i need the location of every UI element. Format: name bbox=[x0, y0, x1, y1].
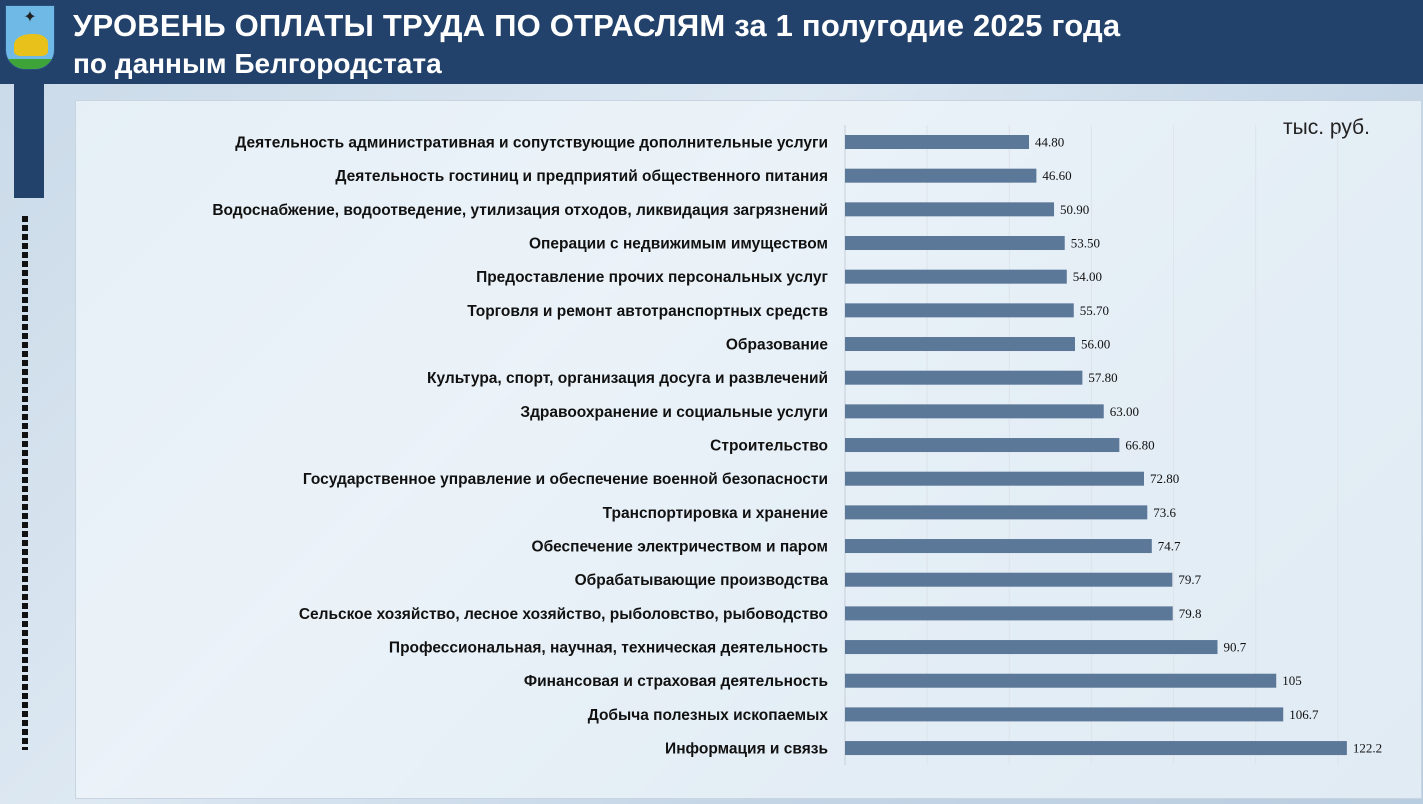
category-label: Транспортировка и хранение bbox=[603, 505, 829, 522]
category-label: Образование bbox=[726, 337, 829, 354]
bar bbox=[845, 404, 1104, 419]
value-label: 46.60 bbox=[1042, 168, 1071, 183]
value-label: 79.7 bbox=[1178, 572, 1201, 587]
bar bbox=[845, 741, 1347, 756]
bar bbox=[845, 539, 1152, 554]
category-label: Добыча полезных ископаемых bbox=[588, 707, 829, 724]
category-label: Водоснабжение, водоотведение, утилизация… bbox=[212, 202, 828, 219]
category-label: Торговля и ремонт автотранспортных средс… bbox=[467, 303, 828, 320]
bar bbox=[845, 202, 1055, 217]
bar bbox=[845, 269, 1067, 284]
bar bbox=[845, 168, 1037, 183]
page-subtitle: по данным Белгородстата bbox=[73, 48, 442, 79]
eagle-icon: ✦ bbox=[23, 9, 37, 26]
bar bbox=[845, 572, 1173, 587]
value-label: 56.00 bbox=[1081, 337, 1110, 352]
value-label: 55.70 bbox=[1080, 303, 1109, 318]
decorative-dotted-line bbox=[22, 216, 28, 750]
value-label: 73.6 bbox=[1153, 505, 1176, 520]
page-title: УРОВЕНЬ ОПЛАТЫ ТРУДА ПО ОТРАСЛЯМ за 1 по… bbox=[73, 8, 1121, 43]
unit-label: тыс. руб. bbox=[1283, 116, 1370, 139]
bar bbox=[845, 236, 1065, 251]
bar bbox=[845, 438, 1120, 453]
category-label: Финансовая и страховая деятельность bbox=[524, 673, 828, 690]
bar bbox=[845, 471, 1144, 486]
header: ✦ УРОВЕНЬ ОПЛАТЫ ТРУДА ПО ОТРАСЛЯМ за 1 … bbox=[0, 0, 1423, 84]
value-label: 66.80 bbox=[1125, 438, 1154, 453]
bar bbox=[845, 135, 1029, 149]
bar bbox=[845, 505, 1148, 520]
category-label: Строительство bbox=[710, 438, 828, 455]
category-label: Государственное управление и обеспечение… bbox=[303, 471, 828, 488]
value-label: 57.80 bbox=[1088, 370, 1117, 385]
value-label: 90.7 bbox=[1224, 640, 1247, 655]
category-label: Деятельность административная и сопутств… bbox=[235, 135, 828, 152]
bar bbox=[845, 640, 1218, 655]
value-label: 72.80 bbox=[1150, 471, 1179, 486]
value-label: 74.7 bbox=[1158, 539, 1181, 554]
bar bbox=[845, 707, 1284, 722]
category-label: Обеспечение электричеством и паром bbox=[532, 539, 828, 556]
value-label: 63.00 bbox=[1110, 404, 1139, 419]
bar bbox=[845, 337, 1075, 352]
category-label: Предоставление прочих персональных услуг bbox=[476, 269, 828, 286]
decorative-bar bbox=[14, 84, 44, 198]
category-label: Культура, спорт, организация досуга и ра… bbox=[427, 370, 828, 387]
value-label: 105 bbox=[1282, 673, 1302, 688]
value-label: 122.2 bbox=[1353, 741, 1382, 756]
value-label: 79.8 bbox=[1179, 606, 1202, 621]
logo-grass bbox=[6, 59, 54, 69]
value-label: 106.7 bbox=[1289, 707, 1319, 722]
lion-icon bbox=[14, 34, 48, 56]
category-label: Операции с недвижимым имуществом bbox=[529, 236, 828, 253]
bar bbox=[845, 303, 1074, 318]
category-label: Здравоохранение и социальные услуги bbox=[520, 404, 828, 421]
bar bbox=[845, 606, 1173, 621]
category-label: Деятельность гостиниц и предприятий обще… bbox=[335, 168, 828, 185]
category-label: Профессиональная, научная, техническая д… bbox=[389, 640, 828, 657]
value-label: 53.50 bbox=[1071, 236, 1100, 251]
value-label: 54.00 bbox=[1073, 269, 1102, 284]
category-label: Информация и связь bbox=[665, 741, 828, 758]
bar bbox=[845, 370, 1083, 385]
category-label: Обрабатывающие производства bbox=[575, 572, 829, 589]
value-label: 44.80 bbox=[1035, 135, 1064, 150]
coat-of-arms-logo: ✦ bbox=[5, 5, 55, 70]
category-label: Сельское хозяйство, лесное хозяйство, ры… bbox=[299, 606, 828, 623]
value-label: 50.90 bbox=[1060, 202, 1089, 217]
bar bbox=[845, 673, 1277, 688]
